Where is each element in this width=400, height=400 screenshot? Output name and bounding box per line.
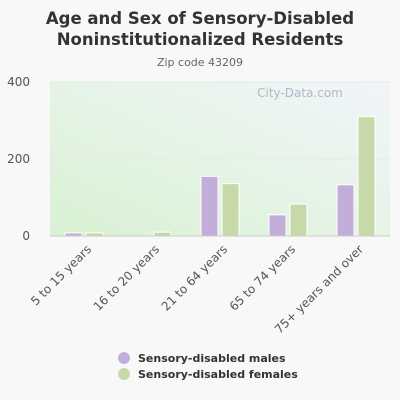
chart-subtitle: Zip code 43209 [156, 56, 244, 69]
chart-title: Age and Sex of Sensory-Disabled Noninsti… [0, 8, 400, 50]
legend-swatch-males [118, 352, 130, 364]
legend-swatch-females [118, 368, 130, 380]
bar-females [357, 116, 376, 237]
bar-females [289, 203, 308, 237]
watermark-text: City-Data.com [257, 86, 343, 100]
chart-legend: Sensory-disabled males Sensory-disabled … [118, 350, 298, 382]
y-tick-label: 200 [7, 152, 30, 166]
legend-label-females: Sensory-disabled females [138, 367, 298, 381]
chart-title-line-1: Age and Sex of Sensory-Disabled [45, 9, 355, 28]
legend-item-females: Sensory-disabled females [118, 366, 298, 382]
bar-females [221, 183, 240, 237]
legend-label-males: Sensory-disabled males [138, 351, 286, 365]
x-tick-label: 5 to 15 years [28, 242, 94, 308]
x-tick-label: 65 to 74 years [227, 242, 298, 313]
x-tick-label: 21 to 64 years [159, 242, 230, 313]
x-tick-label: 16 to 20 years [91, 242, 162, 313]
bar-males [200, 175, 219, 237]
chart-title-line-2: Noninstitutionalized Residents [56, 30, 344, 49]
y-tick-label: 400 [7, 75, 30, 89]
legend-item-males: Sensory-disabled males [118, 350, 298, 366]
bar-males [268, 214, 287, 237]
y-tick-label: 0 [22, 229, 30, 243]
bar-females [153, 231, 172, 237]
bar-males [336, 184, 355, 237]
